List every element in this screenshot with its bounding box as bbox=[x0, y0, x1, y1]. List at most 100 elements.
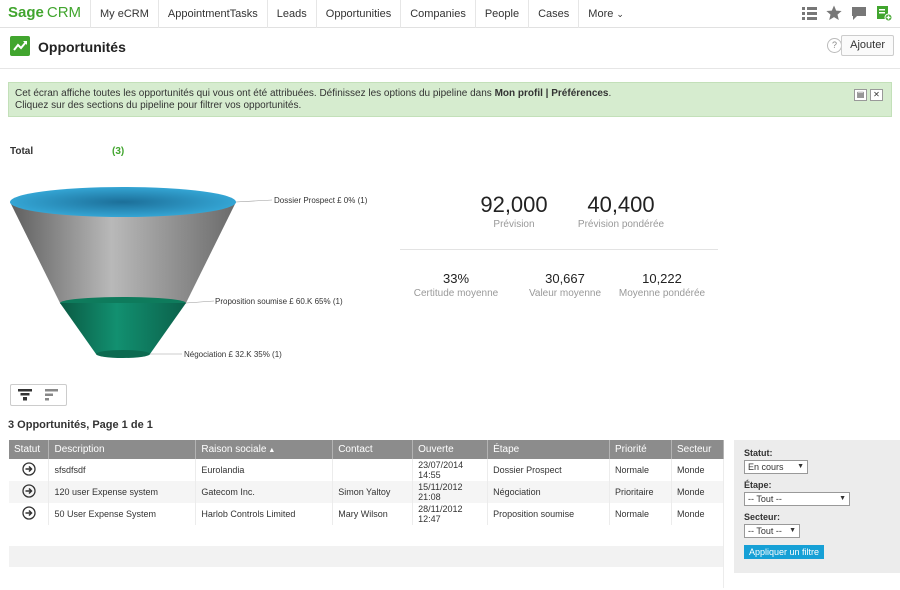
dropdown-arrow-icon: ▼ bbox=[797, 463, 804, 470]
avg-certainty-label: Certitude moyenne bbox=[413, 288, 499, 299]
total-label: Total bbox=[10, 146, 34, 157]
row-company-link[interactable]: Gatecom Inc. bbox=[195, 481, 334, 503]
chevron-down-icon: ⌄ bbox=[616, 9, 624, 19]
column-header-status[interactable]: Statut bbox=[9, 440, 50, 459]
nav-tab-appointment-tasks[interactable]: AppointmentTasks bbox=[157, 0, 267, 28]
column-header-description[interactable]: Description bbox=[48, 440, 197, 459]
avg-weighted-metric: 10,222 Moyenne pondérée bbox=[612, 271, 712, 299]
column-header-priority[interactable]: Priorité bbox=[609, 440, 672, 459]
metrics-divider bbox=[400, 249, 718, 250]
opportunities-table: Statut Description Raison sociale Contac… bbox=[9, 440, 725, 588]
open-record-icon[interactable] bbox=[22, 462, 36, 476]
funnel-label-proposition: Proposition soumise £ 60.K 65% (1) bbox=[215, 297, 343, 306]
weighted-forecast-label: Prévision pondérée bbox=[577, 219, 665, 230]
stage-filter-select[interactable]: -- Tout -- ▼ bbox=[744, 492, 850, 506]
nav-tab-more[interactable]: More ⌄ bbox=[578, 0, 633, 28]
avg-value-label: Valeur moyenne bbox=[528, 288, 602, 299]
table-row: 50 User Expense System Harlob Controls L… bbox=[9, 503, 725, 525]
row-stage: Dossier Prospect bbox=[487, 459, 610, 481]
nav-tab-people[interactable]: People bbox=[474, 0, 528, 28]
row-contact-link[interactable]: Simon Yaltoy bbox=[332, 481, 414, 503]
open-record-icon[interactable] bbox=[22, 484, 36, 498]
pipeline-funnel: Dossier Prospect £ 0% (1) Proposition so… bbox=[10, 187, 368, 359]
sage-crm-logo[interactable]: Sage CRM bbox=[8, 4, 82, 21]
total-count[interactable]: (3) bbox=[112, 146, 125, 157]
forecast-metric: 92,000 Prévision bbox=[466, 192, 562, 230]
avg-certainty-value: 33% bbox=[442, 271, 470, 286]
bar-view-icon[interactable] bbox=[39, 385, 67, 405]
nav-tab-opportunities[interactable]: Opportunities bbox=[315, 0, 400, 28]
banner-line-2: Cliquez sur des sections du pipeline pou… bbox=[15, 100, 302, 111]
avg-value-metric: 30,667 Valeur moyenne bbox=[515, 271, 615, 299]
row-sector-link[interactable]: Monde bbox=[671, 481, 725, 503]
row-description-link[interactable]: 120 user Expense system bbox=[48, 481, 197, 503]
close-icon[interactable]: ✕ bbox=[870, 89, 883, 101]
row-sector-link[interactable]: Monde bbox=[671, 459, 725, 481]
page-header: Opportunités ? Ajouter bbox=[0, 29, 900, 69]
row-company-link[interactable]: Eurolandia bbox=[195, 459, 334, 481]
row-priority: Normale bbox=[609, 459, 672, 481]
forecast-value: 92,000 bbox=[480, 192, 548, 217]
row-contact-link[interactable]: Mary Wilson bbox=[332, 503, 414, 525]
funnel-label-negociation: Négociation £ 32.K 35% (1) bbox=[184, 350, 282, 359]
column-header-contact[interactable]: Contact bbox=[332, 440, 414, 459]
nav-tab-leads[interactable]: Leads bbox=[266, 0, 316, 28]
funnel-stage-negociation[interactable] bbox=[60, 303, 186, 354]
weighted-forecast-value: 40,400 bbox=[587, 192, 655, 217]
funnel-view-icon[interactable] bbox=[11, 385, 39, 405]
filter-panel: Statut: En cours ▼ Étape: -- Tout -- ▼ Sec… bbox=[734, 440, 900, 573]
main-menu: My eCRM AppointmentTasks Leads Opportuni… bbox=[90, 0, 633, 28]
sector-filter-label: Secteur: bbox=[744, 512, 781, 522]
weighted-forecast-metric: 40,400 Prévision pondérée bbox=[560, 192, 682, 230]
banner-minimize-icon[interactable]: ▤ bbox=[854, 89, 867, 101]
table-row: 120 user Expense system Gatecom Inc. Sim… bbox=[9, 481, 725, 503]
info-banner: Cet écran affiche toutes les opportunité… bbox=[8, 82, 892, 117]
row-stage: Négociation bbox=[487, 481, 610, 503]
row-stage: Proposition soumise bbox=[487, 503, 610, 525]
top-navigation: Sage CRM My eCRM AppointmentTasks Leads O… bbox=[0, 0, 900, 28]
stage-filter-label: Étape: bbox=[744, 480, 772, 490]
row-priority: Prioritaire bbox=[609, 481, 672, 503]
status-filter-select[interactable]: En cours ▼ bbox=[744, 460, 808, 474]
pipeline-view-toggle bbox=[10, 384, 67, 406]
table-header-row: Statut Description Raison sociale Contac… bbox=[9, 440, 725, 459]
list-view-icon[interactable] bbox=[801, 5, 817, 21]
nav-tab-my-ecrm[interactable]: My eCRM bbox=[90, 0, 158, 28]
help-icon[interactable]: ? bbox=[827, 38, 842, 53]
add-button[interactable]: Ajouter bbox=[841, 35, 894, 56]
funnel-label-dossier-prospect: Dossier Prospect £ 0% (1) bbox=[274, 196, 368, 205]
avg-weighted-value: 10,222 bbox=[642, 271, 682, 286]
sector-filter-select[interactable]: -- Tout -- ▼ bbox=[744, 524, 800, 538]
apply-filter-button[interactable]: Appliquer un filtre bbox=[744, 545, 825, 559]
chat-icon[interactable] bbox=[851, 5, 867, 21]
status-filter-label: Statut: bbox=[744, 448, 773, 458]
row-company-link[interactable]: Harlob Controls Limited bbox=[195, 503, 334, 525]
row-contact-link[interactable] bbox=[332, 459, 414, 481]
add-record-icon[interactable] bbox=[876, 5, 892, 21]
avg-certainty-metric: 33% Certitude moyenne bbox=[406, 271, 506, 299]
preferences-link[interactable]: Mon profil | Préférences bbox=[494, 88, 609, 99]
funnel-stage-dossier-prospect[interactable] bbox=[10, 187, 236, 217]
column-header-stage[interactable]: Étape bbox=[487, 440, 610, 459]
nav-tab-companies[interactable]: Companies bbox=[400, 0, 475, 28]
avg-weighted-label: Moyenne pondérée bbox=[618, 288, 706, 299]
forecast-label: Prévision bbox=[493, 219, 535, 230]
column-header-opened[interactable]: Ouverte bbox=[412, 440, 489, 459]
nav-tab-cases[interactable]: Cases bbox=[528, 0, 578, 28]
table-row: sfsdfsdf Eurolandia 23/07/2014 14:55 Doss… bbox=[9, 459, 725, 481]
more-label: More bbox=[588, 8, 614, 20]
row-description-link[interactable]: sfsdfsdf bbox=[48, 459, 197, 481]
top-icons bbox=[801, 5, 892, 21]
opportunities-trend-icon bbox=[10, 36, 30, 56]
row-opened-date: 28/11/2012 12:47 bbox=[412, 503, 489, 525]
page-title: Opportunités bbox=[38, 39, 126, 55]
avg-value-value: 30,667 bbox=[545, 271, 585, 286]
row-sector-link[interactable]: Monde bbox=[671, 503, 725, 525]
row-description-link[interactable]: 50 User Expense System bbox=[48, 503, 197, 525]
open-record-icon[interactable] bbox=[22, 506, 36, 520]
column-header-company[interactable]: Raison sociale bbox=[195, 440, 334, 459]
funnel-stage-proposition[interactable] bbox=[10, 202, 236, 303]
star-icon[interactable] bbox=[826, 5, 842, 21]
empty-row bbox=[9, 546, 724, 567]
column-header-sector[interactable]: Secteur bbox=[671, 440, 725, 459]
